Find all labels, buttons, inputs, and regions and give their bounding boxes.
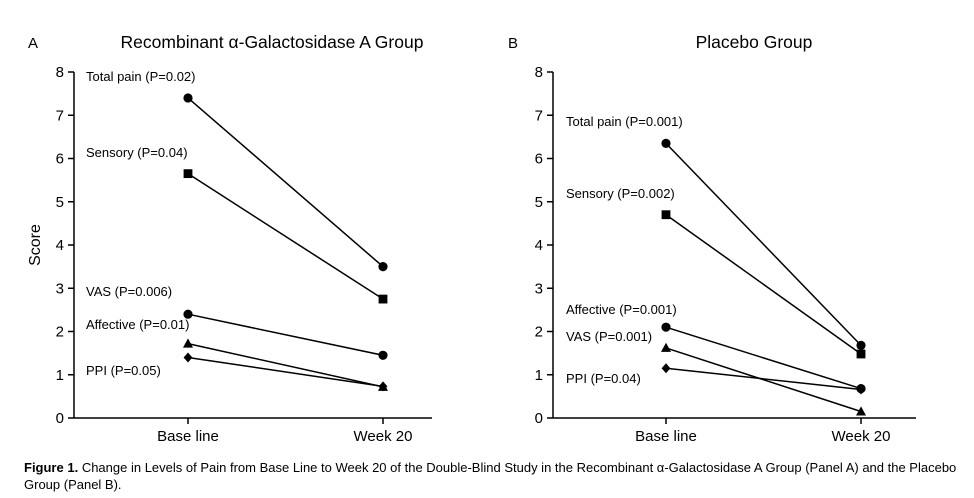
panel-b-data-point — [856, 340, 866, 350]
panel-b-data-point — [856, 384, 866, 395]
panel-a-data-point — [183, 352, 193, 363]
panel-a-letter: A — [28, 35, 38, 52]
panel-a-series-line — [187, 342, 384, 388]
panel-a-data-point — [183, 169, 193, 179]
panel-b-series-line — [665, 326, 862, 390]
panel-b-y-tick-label: 2 — [535, 324, 543, 341]
panel-b-series-label: Total pain (P=0.001) — [566, 114, 683, 129]
panel-b-y-tick-label: 0 — [535, 410, 543, 427]
panel-b-series-label: PPI (P=0.04) — [566, 371, 641, 386]
panel-a-y-axis-label: Score — [27, 224, 44, 266]
panel-a-series-label: Affective (P=0.01) — [86, 317, 189, 332]
panel-a-x-tick-label: Base line — [157, 428, 219, 445]
panel-a-y-tick-label: 8 — [56, 64, 64, 81]
panel-b-y-tick-label: 4 — [535, 237, 543, 254]
panel-b-data-point — [856, 349, 866, 359]
panel-b-y-tick-label: 1 — [535, 367, 543, 384]
panel-a-data-point — [183, 309, 193, 319]
panel-a-series-label: Sensory (P=0.04) — [86, 145, 188, 160]
panel-a-series-line — [187, 313, 384, 357]
panel-a-data-point — [378, 262, 388, 272]
caption-label: Figure 1. — [24, 460, 79, 475]
panel-a-y-tick-label: 5 — [56, 194, 64, 211]
panel-b-y-tick-label: 3 — [535, 280, 543, 297]
panel-a-data-point — [378, 381, 388, 392]
panel-a-y-tick-label: 3 — [56, 280, 64, 297]
panel-b-x-tick-label: Base line — [635, 428, 697, 445]
panel-b-data-point — [661, 342, 671, 352]
panel-a-x-tick-label: Week 20 — [354, 428, 413, 445]
panel-a-data-point — [183, 338, 193, 348]
panel-a-y-tick-label: 7 — [56, 107, 64, 124]
panel-a-series-label: PPI (P=0.05) — [86, 363, 161, 378]
panel-b-letter: B — [508, 35, 518, 52]
panel-b: B Placebo Group 0 1 2 3 4 5 6 7 8 Base line Week 20 T… — [508, 32, 916, 445]
panel-b-y-tick-label: 6 — [535, 151, 543, 168]
panel-a-data-point — [378, 294, 388, 304]
panel-a-series-label: Total pain (P=0.02) — [86, 69, 195, 84]
panel-a-y-tick-label: 0 — [56, 410, 64, 427]
panel-b-series-line — [665, 142, 862, 346]
figure-caption: Figure 1. Change in Levels of Pain from … — [24, 459, 960, 493]
panel-b-series-line — [665, 214, 862, 355]
panel-a-data-point — [183, 93, 193, 103]
panel-a-series-label: VAS (P=0.006) — [86, 284, 172, 299]
panel-b-title: Placebo Group — [696, 32, 813, 52]
panel-b-series-line — [665, 347, 862, 413]
caption-text: Change in Levels of Pain from Base Line … — [24, 460, 957, 492]
panel-a: A Recombinant α-Galactosidase A Group 0 1 2 3… — [27, 32, 432, 445]
panel-a-y-tick-label: 2 — [56, 324, 64, 341]
panel-b-series-label: VAS (P=0.001) — [566, 329, 652, 344]
panel-a-y-tick-label: 4 — [56, 237, 64, 254]
panel-b-data-point — [661, 210, 671, 220]
panel-a-series-line — [187, 97, 384, 268]
panel-b-series-label: Affective (P=0.001) — [566, 302, 677, 317]
panel-b-y-tick-label: 7 — [535, 107, 543, 124]
panel-a-y-tick-label: 1 — [56, 367, 64, 384]
panel-a-title: Recombinant α-Galactosidase A Group — [121, 32, 424, 52]
panel-b-series-line — [665, 367, 862, 391]
figure: A Recombinant α-Galactosidase A Group 0 1 2 3… — [27, 32, 916, 445]
panel-a-data-point — [378, 350, 388, 360]
panel-b-data-point — [661, 138, 671, 148]
panel-a-series-line — [187, 173, 384, 300]
panel-b-y-tick-label: 8 — [535, 64, 543, 81]
panel-b-series-label: Sensory (P=0.002) — [566, 186, 675, 201]
panel-b-data-point — [661, 363, 671, 374]
panel-a-y-tick-label: 6 — [56, 151, 64, 168]
panel-a-series-line — [187, 356, 384, 388]
panel-b-data-point — [661, 322, 671, 332]
panel-b-x-tick-label: Week 20 — [832, 428, 891, 445]
panel-b-data-point — [856, 406, 866, 416]
panel-b-y-tick-label: 5 — [535, 194, 543, 211]
